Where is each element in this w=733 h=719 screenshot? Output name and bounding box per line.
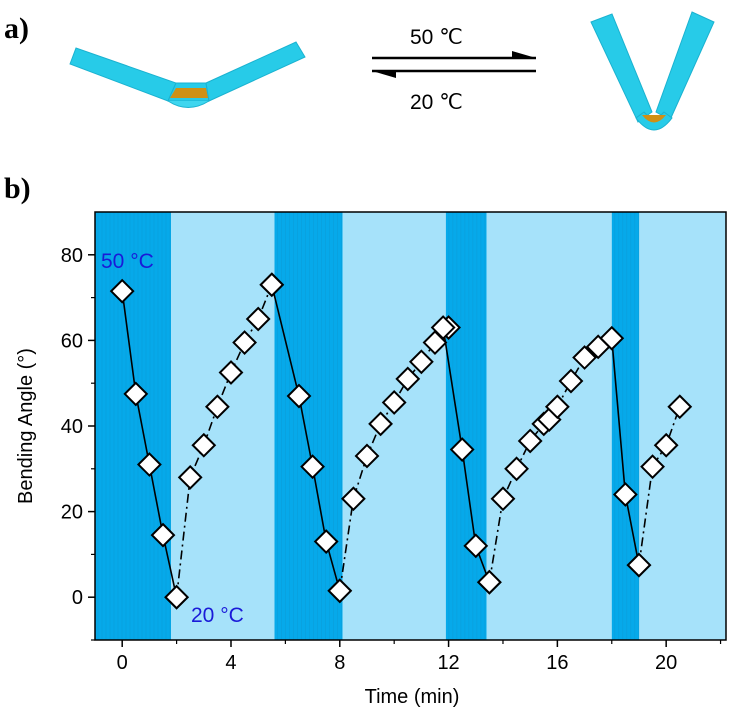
temperature-bands	[95, 212, 726, 640]
x-tick-label-16: 16	[546, 652, 568, 674]
data-point-cycle-2-cooling-4	[381, 390, 407, 415]
data-point-cycle-3-cooling-7	[558, 368, 584, 394]
x-tick-label-20: 20	[655, 652, 677, 674]
y-tick-label-80: 80	[61, 245, 83, 267]
data-points	[109, 272, 693, 610]
forward-arrow-label: 50 ℃	[410, 26, 463, 49]
cold-band-label: 20 °C	[191, 604, 244, 627]
data-point-cycle-4-cooling-1	[640, 454, 665, 480]
x-axis: 0 4 8 12 16 20	[117, 640, 722, 674]
data-point-cycle-3-cooling-0	[476, 569, 502, 595]
data-point-cycle-2-cooling-0	[327, 578, 353, 604]
data-point-cycle-2-heating-1	[286, 383, 312, 409]
data-point-cycle-1-cooling-1	[177, 464, 203, 490]
y-tick-label-40: 40	[61, 416, 83, 438]
y-tick-label-60: 60	[61, 330, 83, 352]
y-axis-title: Bending Angle (°)	[15, 348, 37, 504]
data-point-cycle-4-heating-0	[599, 325, 625, 351]
hinge-open	[170, 88, 208, 98]
band-texture	[97, 212, 640, 640]
hot-band-2	[274, 212, 343, 640]
data-point-cycle-2-heating-2	[300, 454, 326, 480]
y-tick-label-0: 0	[72, 587, 83, 609]
data-point-cycle-1-heating-0	[109, 278, 135, 304]
x-tick-label-0: 0	[117, 652, 128, 674]
x-tick-label-12: 12	[437, 652, 459, 674]
forward-arrow-icon	[512, 51, 536, 58]
data-point-cycle-3-heating-2	[463, 533, 489, 559]
data-point-cycle-4-cooling-3	[667, 394, 693, 420]
cold-band-1	[171, 212, 275, 640]
y-tick-label-20: 20	[61, 502, 83, 524]
data-point-cycle-1-cooling-5	[232, 330, 258, 355]
data-point-cycle-3-heating-0	[430, 315, 456, 340]
data-point-cycle-3-cooling-6	[544, 394, 570, 420]
x-axis-title: Time (min)	[365, 686, 460, 708]
line-cycle-3-heating	[442, 327, 491, 583]
data-point-cycle-1-cooling-6	[245, 306, 271, 332]
hinge-bent	[642, 115, 666, 123]
data-point-cycle-1-cooling-4	[218, 360, 244, 385]
backward-arrow-icon	[372, 71, 396, 78]
data-point-cycle-3-cooling-2	[504, 456, 529, 482]
data-point-cycle-4-heating-1	[612, 482, 638, 507]
reversible-arrows: 50 ℃ 20 ℃	[372, 26, 536, 114]
data-point-cycle-1-heating-2	[136, 452, 162, 477]
data-point-cycle-3-cooling-8	[572, 345, 597, 370]
cold-band-7	[638, 212, 726, 640]
data-point-cycle-1-cooling-3	[204, 394, 230, 420]
data-point-cycle-1-heating-1	[123, 381, 149, 407]
actuator-open-illustration	[69, 41, 306, 108]
actuator-bent-illustration	[590, 11, 715, 131]
cold-band-3	[342, 212, 446, 640]
data-point-cycle-2-heating-0	[259, 272, 285, 298]
hot-band-0	[95, 212, 172, 640]
y-axis: 0 20 40 60 80	[61, 245, 95, 641]
hot-band-label: 50 °C	[101, 250, 154, 273]
data-point-cycle-2-cooling-1	[340, 486, 366, 512]
data-point-cycle-1-heating-3	[150, 522, 176, 548]
data-point-cycle-2-cooling-6	[408, 349, 434, 375]
data-point-cycle-2-heating-3	[313, 529, 339, 554]
x-tick-label-8: 8	[334, 652, 345, 674]
data-point-cycle-3-heating-1	[449, 437, 475, 462]
data-point-cycle-1-cooling-2	[191, 432, 217, 458]
data-point-cycle-3-cooling-3	[517, 428, 543, 454]
backward-arrow-label: 20 ℃	[410, 91, 463, 114]
panel-b-label: b)	[4, 172, 31, 205]
panel-a-label: a)	[4, 12, 29, 45]
data-point-cycle-1-cooling-0	[164, 584, 190, 610]
data-point-cycle-3-cooling-1	[490, 486, 516, 512]
data-point-cycle-4-cooling-2	[653, 432, 679, 458]
data-point-cycle-2-cooling-3	[368, 411, 393, 437]
data-point-cycle-2-cooling-2	[354, 443, 380, 469]
data-point-cycle-4-cooling-0	[626, 552, 652, 578]
data-point-cycle-2-cooling-5	[395, 366, 421, 392]
x-tick-label-4: 4	[225, 652, 236, 674]
